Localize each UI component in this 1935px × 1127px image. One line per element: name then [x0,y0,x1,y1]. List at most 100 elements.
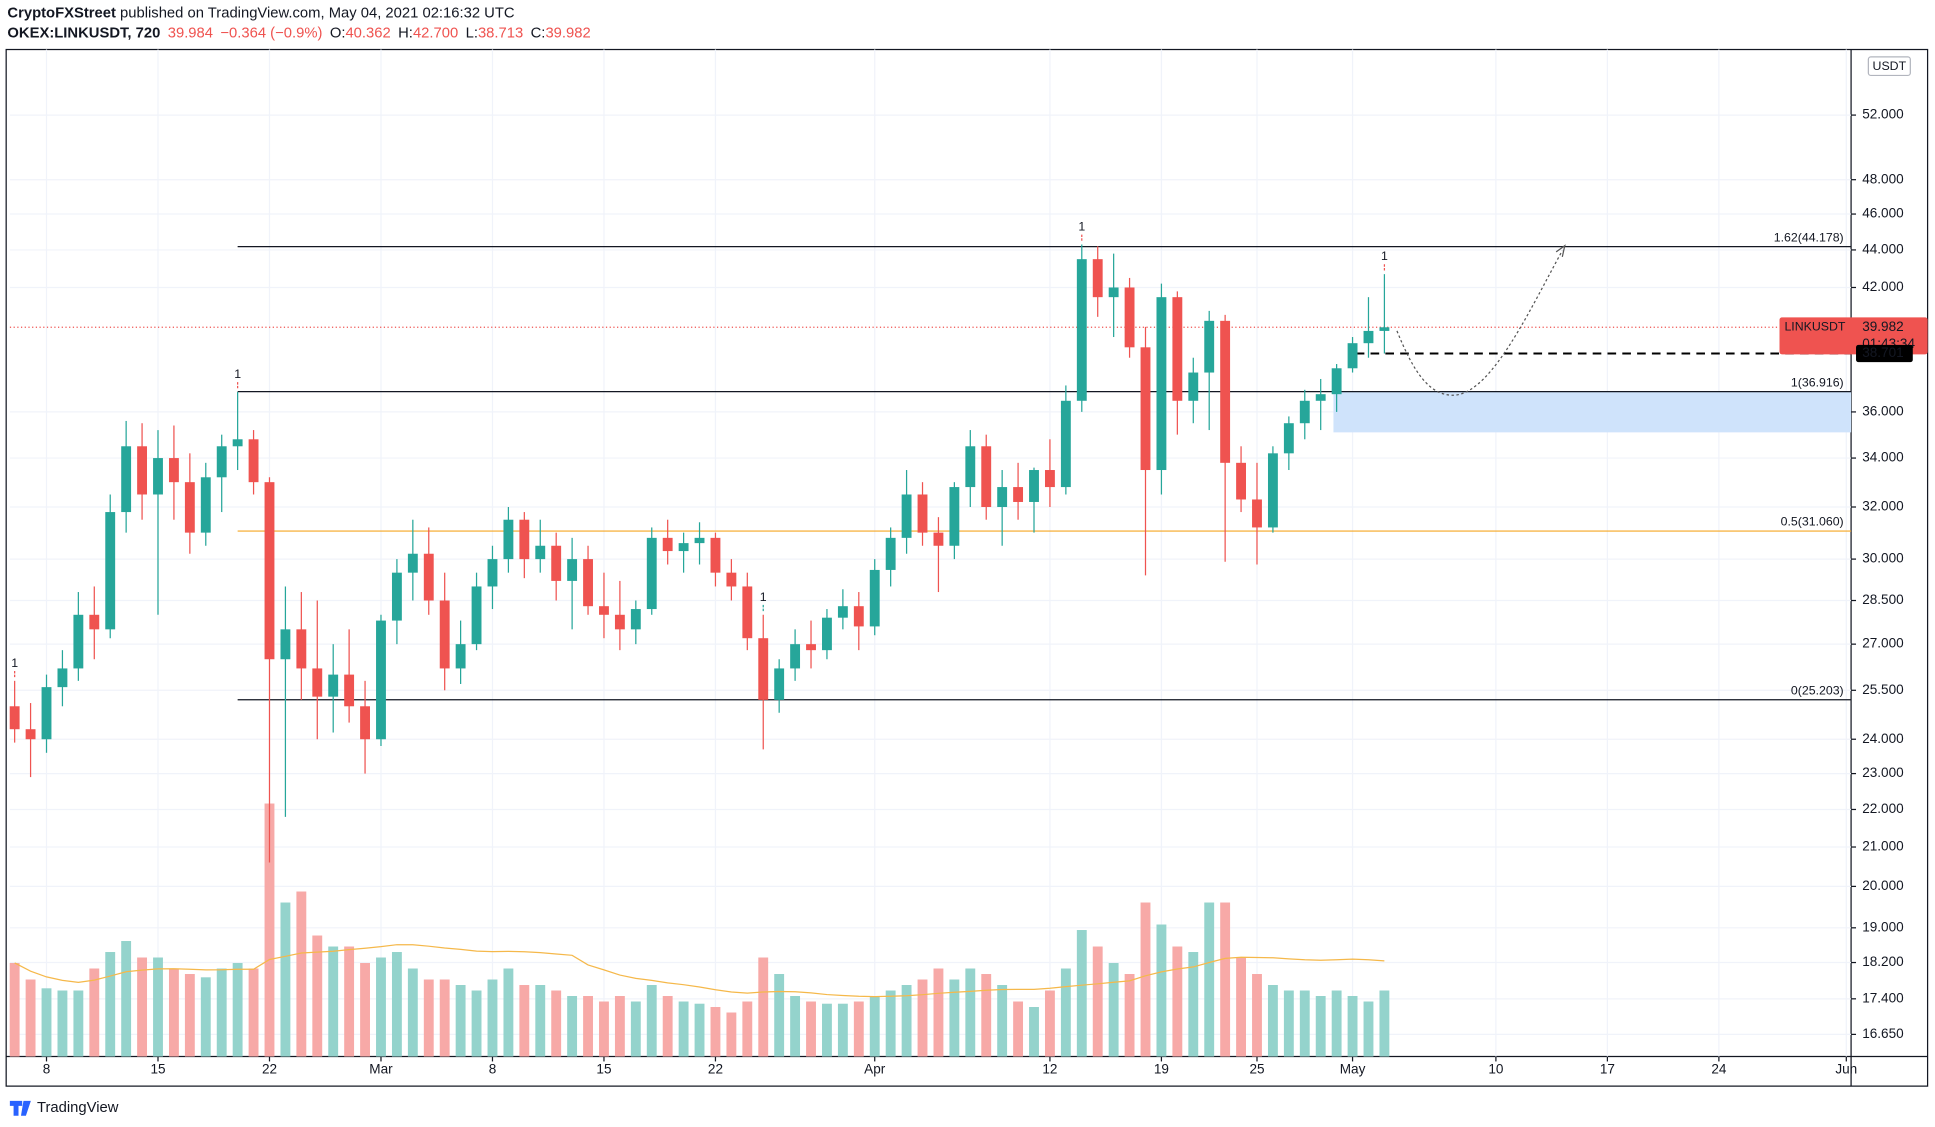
candle-body [216,446,227,478]
candle-body [1188,372,1199,401]
x-tick-label: Mar [369,1062,393,1077]
volume-bar [710,1007,721,1057]
candle-body [646,537,657,610]
candle-body [57,668,68,688]
y-tick-label: 44.000 [1862,242,1904,257]
candle-body [583,559,593,607]
volume-bar [1188,952,1199,1057]
candle-body [312,668,323,697]
volume-bar [264,803,275,1057]
volume-bar [1156,924,1167,1057]
volume-bar [662,996,673,1057]
signal-marker: 1 [234,367,241,381]
volume-bar [981,974,992,1057]
axes: 52.000 48.000 46.000 44.000 42.000 36.000 34.0… [43,107,1928,1077]
candle-body [774,668,785,700]
footer-text: TradingView [37,1100,119,1116]
y-tick-label: 46.000 [1862,206,1904,221]
volume-bar [200,977,211,1057]
candle-body [662,537,673,552]
fib-label: 0(25.203) [1791,683,1844,697]
candle-body [567,559,578,581]
candle-body [487,559,498,587]
volume-bar [949,979,960,1057]
candle-body [503,519,514,560]
volume-bar [646,985,657,1057]
candle-body [726,572,737,587]
candle-body [9,706,20,730]
volume-bar [439,979,450,1057]
ohlc-key: H: [398,25,413,41]
projection-arrow [1555,244,1566,257]
volume-bar [1140,902,1151,1057]
candle-body [519,519,530,560]
candle-body [1172,297,1183,401]
candle-body [407,553,418,573]
volume-bar [726,1012,737,1057]
volume-bar [1060,968,1071,1057]
volume-bar [248,968,259,1057]
volume-bar [407,968,418,1057]
candle-body [822,617,832,651]
x-tick-label: 24 [1711,1062,1727,1077]
candle-body [758,638,769,700]
x-tick-label: May [1340,1062,1366,1077]
x-tick-label: Apr [864,1062,886,1077]
candle-body [1108,287,1119,298]
x-tick-label: 17 [1600,1062,1615,1077]
candle-body [328,674,339,697]
volume-bar [917,979,928,1057]
volume-bar [1347,996,1358,1057]
ohlc-key: C: [531,25,546,41]
volume-bar [1283,990,1294,1057]
volume-bar [630,1001,641,1057]
volume-bar [1029,1007,1039,1057]
y-tick-label: 20.000 [1862,878,1904,893]
volume-bar [57,990,68,1057]
candle-body [344,674,355,707]
y-tick-label: 18.200 [1862,954,1904,969]
frame [5,48,1929,1087]
candle-body [121,446,132,513]
candle-body [551,545,562,581]
y-tick-label: 23.000 [1862,765,1904,780]
volume-bar [774,974,785,1057]
volume-bar [869,996,880,1057]
volume-bar [1092,946,1103,1057]
volume-bar [1013,1001,1024,1057]
candle-body [901,494,912,538]
y-tick-label: 25.500 [1862,682,1904,697]
candle-body [981,446,992,508]
candle-body [296,629,307,669]
volume-bar [184,974,195,1057]
candle-body [790,644,801,669]
x-tick-label: 19 [1154,1062,1169,1077]
volume-bar [614,996,625,1057]
volume-bar [535,985,546,1057]
candle-body [25,729,36,740]
ohlc-key: O: [330,25,346,41]
x-tick-label: 12 [1042,1062,1057,1077]
volume-bar [1267,985,1278,1057]
volume-bar [1299,990,1310,1057]
candle-body [105,512,116,630]
volume-bar [933,968,944,1057]
candle-body [885,537,896,570]
candle-body [837,606,848,618]
candle-body [1029,470,1039,502]
candle-body [423,553,434,601]
volume-bar [583,996,593,1057]
volume-bar [885,990,896,1057]
y-tick-label: 42.000 [1862,279,1904,294]
candle-body [184,482,195,533]
volume-bar [168,968,179,1057]
volume-bar [455,985,466,1057]
candle-body [997,487,1008,508]
volume-bar [1172,946,1183,1057]
support-box [1856,344,1913,363]
candle-body [73,614,84,669]
y-tick-label: 48.000 [1862,171,1904,186]
x-tick-label: 10 [1488,1062,1504,1077]
price-label: LINKUSDT [1784,320,1845,334]
